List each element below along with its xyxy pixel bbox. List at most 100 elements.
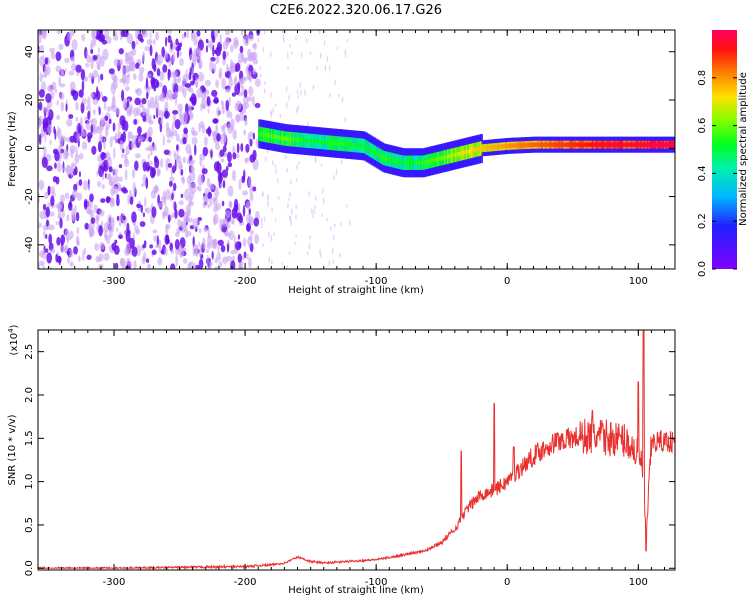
noise-speckle [295,107,298,114]
noise-speckle [80,101,85,114]
noise-speckle [148,114,152,125]
noise-speckle [142,243,147,249]
noise-speckle [90,43,93,50]
noise-speckle [97,73,101,84]
noise-speckle [261,216,263,224]
noise-speckle [243,34,250,46]
noise-speckle [177,75,181,84]
noise-speckle [159,71,165,82]
noise-speckle [108,68,115,75]
noise-speckle [151,146,157,152]
noise-speckle [227,232,231,237]
ridge-core [437,156,441,162]
ridge-core [446,154,450,159]
noise-speckle [38,32,42,44]
ridge-core [270,133,274,139]
noise-speckle [76,192,83,201]
noise-speckle [106,105,112,112]
bottom-x-axis-label: Height of straight line (km) [288,585,424,596]
noise-speckle [50,195,55,207]
noise-speckle [67,201,73,211]
y-tick-label: 1.5 [24,430,35,446]
noise-speckle [43,230,46,238]
noise-speckle [116,215,120,221]
noise-speckle [264,156,267,162]
noise-speckle [171,192,174,201]
noise-speckle [238,241,242,249]
noise-speckle [182,136,187,145]
ridge-core [652,142,656,147]
noise-speckle [149,30,152,40]
x-tick-label: -100 [365,577,388,588]
noise-speckle [262,243,264,247]
noise-speckle [230,218,235,224]
ridge-core [470,148,474,154]
ridge-core [299,137,303,143]
noise-speckle [38,264,41,269]
noise-speckle [91,145,97,155]
ridge-core [594,142,598,147]
noise-speckle [319,52,322,60]
noise-speckle [239,111,245,122]
ridge-core [629,142,633,147]
noise-speckle [77,255,81,262]
noise-speckle [167,35,172,44]
ridge-core [616,142,620,147]
noise-speckle [279,113,282,118]
ridge-core [566,142,570,147]
noise-speckle [262,47,265,53]
noise-speckle [281,262,284,266]
noise-speckle [120,89,125,102]
noise-speckle [85,63,90,68]
noise-speckle [126,66,133,72]
noise-speckle [183,217,190,222]
noise-speckle [145,77,149,90]
noise-speckle [173,91,179,99]
ridge-core [667,142,671,147]
x-tick-label: -200 [234,276,257,287]
noise-speckle [297,104,299,111]
noise-speckle [320,163,323,167]
ridge-core [586,142,590,147]
noise-speckle [127,73,131,78]
noise-speckle [291,208,293,215]
noise-speckle [100,151,106,161]
noise-speckle [192,96,197,105]
noise-speckle [212,238,218,246]
noise-speckle [142,115,147,123]
noise-speckle [42,145,47,157]
ridge-core [590,142,594,147]
noise-speckle [44,191,49,200]
noise-speckle [288,94,290,101]
noise-speckle [59,194,65,203]
noise-speckle [209,197,213,207]
noise-speckle [198,248,202,258]
noise-speckle [248,34,255,41]
noise-speckle [314,204,316,210]
ridge-core [473,147,477,153]
noise-speckle [308,243,311,250]
ridge-core [550,142,554,147]
x-tick-label: 100 [629,276,648,287]
noise-speckle [314,155,317,163]
ridge-core [398,159,402,164]
ridge-core [322,139,326,145]
noise-speckle [125,231,131,243]
noise-speckle [175,133,180,142]
noise-speckle [45,206,50,218]
noise-speckle [70,56,76,63]
noise-speckle [103,137,106,150]
noise-speckle [136,40,139,46]
noise-speckle [193,48,199,55]
noise-speckle [198,61,203,70]
ridge-core [588,142,592,147]
ridge-core [333,141,337,146]
noise-speckle [118,48,124,55]
noise-speckle [213,30,219,38]
ridge-core [450,153,454,159]
ridge-core [495,144,499,150]
noise-speckle [145,177,149,190]
noise-speckle [80,130,87,137]
noise-speckle [189,67,192,77]
ridge-core [478,146,482,152]
